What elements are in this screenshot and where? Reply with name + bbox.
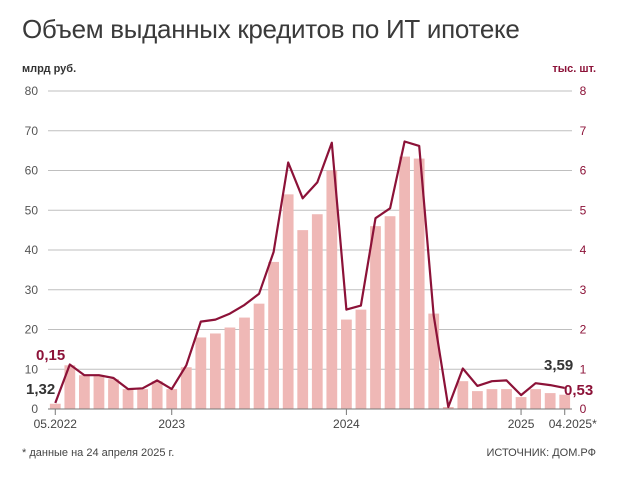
bar <box>195 337 207 409</box>
bar <box>530 389 541 409</box>
bar <box>428 313 440 409</box>
line-series <box>54 140 565 409</box>
bar <box>79 375 90 409</box>
data-label: 1,32 <box>26 381 55 398</box>
bar <box>137 389 148 409</box>
left-axis-tick-label: 10 <box>25 362 39 376</box>
data-label: 0,53 <box>564 382 593 399</box>
left-axis-tick-label: 50 <box>25 203 39 217</box>
bar <box>108 379 119 409</box>
right-axis-tick-label: 4 <box>580 243 587 257</box>
x-tick-label: 2024 <box>333 417 360 431</box>
bar <box>210 333 221 409</box>
bar <box>486 389 498 409</box>
bar <box>457 381 469 409</box>
bar <box>399 156 410 409</box>
right-axis-tick-label: 0 <box>580 402 587 416</box>
right-axis-tick-label: 1 <box>580 362 587 376</box>
left-axis-tick-label: 80 <box>25 84 39 98</box>
right-axis-label: тыс. шт. <box>552 63 596 75</box>
right-axis-tick-label: 8 <box>580 84 587 98</box>
left-axis-tick-label: 60 <box>25 164 39 178</box>
data-label: 3,59 <box>544 357 573 374</box>
bar <box>64 365 76 409</box>
bar <box>355 309 367 409</box>
x-tick-label: 2025 <box>508 417 535 431</box>
left-axis-tick-label: 20 <box>25 323 39 337</box>
bar-series <box>49 156 571 409</box>
right-axis-tick-label: 7 <box>580 124 587 138</box>
bar <box>515 397 527 409</box>
left-axis-tick-label: 40 <box>25 243 39 257</box>
gridlines <box>48 90 572 370</box>
line-series-path <box>54 140 565 409</box>
bar <box>282 194 294 409</box>
bar <box>559 394 571 409</box>
bar <box>501 389 512 409</box>
right-axis-tick-label: 3 <box>580 283 587 297</box>
left-axis-tick-label: 70 <box>25 124 39 138</box>
bar <box>384 216 396 409</box>
x-tick-label: 04.2025* <box>549 417 597 431</box>
bar <box>268 261 279 409</box>
right-axis-tick-label: 2 <box>580 323 587 337</box>
footnote: * данные на 24 апреля 2025 г. <box>22 447 175 459</box>
bar <box>166 389 178 409</box>
left-axis-label: млрд руб. <box>22 63 76 75</box>
bar <box>93 375 105 409</box>
bar <box>180 367 192 409</box>
bar <box>311 214 323 409</box>
bar <box>472 391 483 409</box>
bar <box>224 327 236 409</box>
bar <box>297 230 309 409</box>
bar <box>326 170 338 409</box>
bar <box>544 393 556 409</box>
right-axis-tick-label: 5 <box>580 203 587 217</box>
bar <box>253 303 265 409</box>
bar <box>341 319 352 409</box>
bar <box>151 381 163 409</box>
bar <box>413 158 425 409</box>
axes <box>48 408 572 415</box>
left-axis-tick-label: 30 <box>25 283 39 297</box>
x-tick-label: 2023 <box>158 417 185 431</box>
x-tick-label: 05.2022 <box>34 417 78 431</box>
bar <box>239 317 250 409</box>
bar <box>122 389 134 409</box>
data-label: 0,15 <box>36 347 65 364</box>
bar <box>370 226 381 409</box>
labels: 0 0 10 1 20 2 30 3 40 4 50 5 60 6 70 7 80 8 млрд руб. тыс. … <box>22 63 597 431</box>
left-axis-tick-label: 0 <box>31 402 38 416</box>
source-credit: ИСТОЧНИК: ДОМ.РФ <box>486 447 596 459</box>
chart-title: Объем выданных кредитов по ИТ ипотеке <box>22 14 520 44</box>
bar <box>49 403 61 409</box>
right-axis-tick-label: 6 <box>580 164 587 178</box>
